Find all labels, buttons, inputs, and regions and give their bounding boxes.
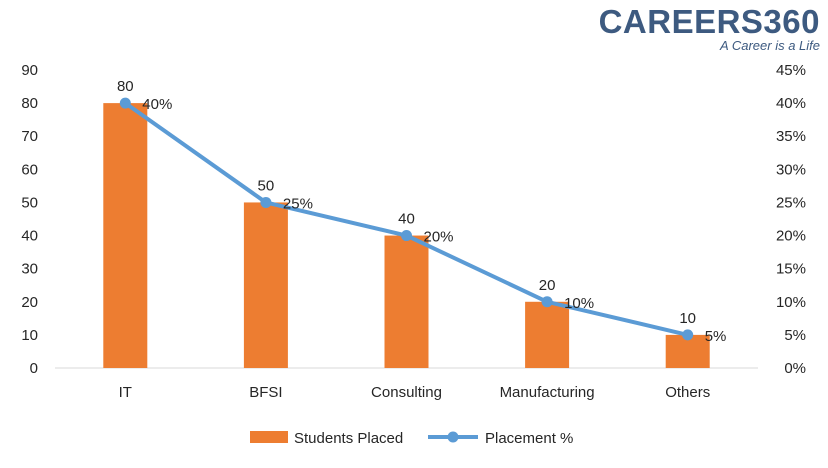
left-y-axis: 0 10 20 30 40 50 60 70 80 90 [21, 62, 38, 377]
x-axis-category-label: IT [119, 384, 132, 401]
left-axis-tick-label: 40 [21, 228, 38, 245]
x-axis-category-label: Consulting [371, 384, 442, 401]
bar [665, 334, 710, 368]
line-data-labels: 40% 25% 20% 10% 5% [142, 96, 726, 345]
bar-data-label: 10 [679, 310, 696, 327]
right-axis-tick-label: 10% [776, 294, 806, 311]
bar-data-label: 20 [539, 277, 556, 294]
right-axis-tick-label: 5% [784, 327, 806, 344]
brand-logo: CAREERS360 A Career is a Life [598, 3, 820, 54]
bar-series [103, 103, 710, 368]
right-axis-tick-label: 25% [776, 194, 806, 211]
right-axis-tick-label: 30% [776, 161, 806, 178]
bar-data-label: 40 [398, 211, 415, 228]
line-point [541, 296, 553, 308]
x-axis-category-label: BFSI [249, 384, 282, 401]
right-axis-tick-label: 15% [776, 261, 806, 278]
bar [103, 103, 148, 368]
legend-swatch-marker [447, 431, 459, 443]
brand-tagline: A Career is a Life [720, 38, 820, 53]
x-axis-categories: IT BFSI Consulting Manufacturing Others [119, 384, 711, 401]
left-axis-tick-label: 50 [21, 194, 38, 211]
line-data-label: 40% [142, 96, 172, 113]
bar [525, 301, 570, 368]
legend-label: Placement % [485, 430, 573, 447]
line-point [682, 329, 694, 341]
left-axis-tick-label: 90 [21, 62, 38, 79]
right-axis-tick-label: 20% [776, 228, 806, 245]
x-axis-category-label: Manufacturing [500, 384, 595, 401]
bar [243, 202, 288, 368]
right-axis-tick-label: 45% [776, 62, 806, 79]
bar-data-label: 80 [117, 78, 134, 95]
line-point [401, 230, 412, 242]
line-point [260, 196, 272, 208]
left-axis-tick-label: 70 [21, 128, 38, 145]
x-axis-category-label: Others [665, 384, 710, 401]
right-axis-tick-label: 40% [776, 95, 806, 112]
right-axis-tick-label: 35% [776, 128, 806, 145]
line-data-label: 10% [564, 295, 594, 312]
left-axis-tick-label: 80 [21, 95, 38, 112]
left-axis-tick-label: 60 [21, 161, 38, 178]
line-data-label: 5% [705, 328, 727, 345]
bar [384, 235, 429, 368]
brand-name: CAREERS360 [598, 3, 820, 40]
left-axis-tick-label: 30 [21, 261, 38, 278]
line-series [119, 97, 694, 341]
bar-data-label: 50 [258, 177, 275, 194]
right-axis-tick-label: 0% [784, 360, 806, 377]
left-axis-tick-label: 0 [30, 360, 38, 377]
left-axis-tick-label: 20 [21, 294, 38, 311]
legend-swatch-bar [250, 431, 288, 443]
legend: Students Placed Placement % [250, 430, 573, 447]
line-data-label: 20% [424, 229, 454, 246]
line-data-label: 25% [283, 195, 313, 212]
legend-label: Students Placed [294, 430, 403, 447]
left-axis-tick-label: 10 [21, 327, 38, 344]
bar-data-labels: 80 50 40 20 10 [117, 78, 696, 327]
right-y-axis: 0% 5% 10% 15% 20% 25% 30% 35% 40% 45% [776, 62, 806, 377]
line-point [119, 97, 131, 109]
